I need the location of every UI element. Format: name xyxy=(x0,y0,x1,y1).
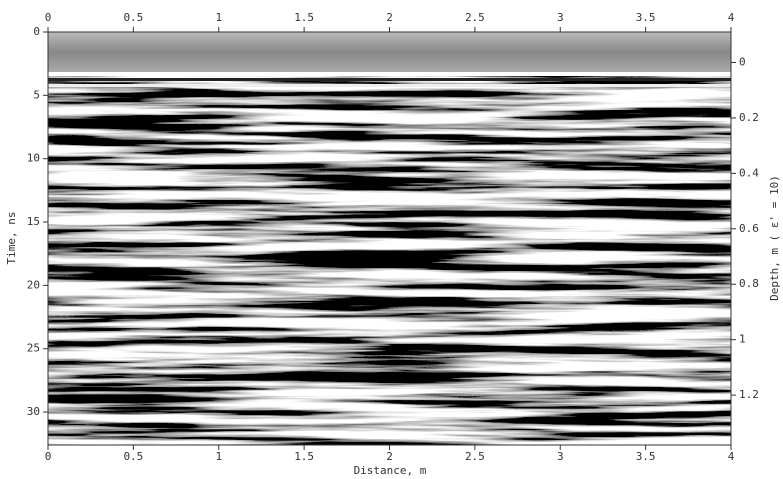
y-tick-label: 20 xyxy=(27,278,40,291)
x-tick-label: 0.5 xyxy=(123,450,143,463)
y2-tick-label: 0 xyxy=(739,55,746,68)
x-tick-label-top: 3 xyxy=(557,11,564,24)
x-tick-label: 1 xyxy=(215,450,222,463)
y2-tick-label: 0.4 xyxy=(739,166,759,179)
y-tick-label: 30 xyxy=(27,405,40,418)
x-tick-label-top: 2 xyxy=(386,11,393,24)
y-tick-label: 15 xyxy=(27,215,40,228)
y2-axis-label: Depth, m ( ε' = 10) xyxy=(768,175,781,301)
x-tick-label-top: 3.5 xyxy=(636,11,656,24)
x-tick-label: 0 xyxy=(45,450,52,463)
x-tick-label: 2 xyxy=(386,450,393,463)
y2-tick-label: 1 xyxy=(739,333,746,346)
y-tick-label: 0 xyxy=(33,25,40,38)
x-tick-label-top: 0.5 xyxy=(123,11,143,24)
y2-tick-label: 0.2 xyxy=(739,111,759,124)
x-tick-label: 2.5 xyxy=(465,450,485,463)
y-axis-label: Time, ns xyxy=(5,212,18,265)
x-tick-label: 1.5 xyxy=(294,450,314,463)
y2-tick-label: 0.8 xyxy=(739,277,759,290)
y2-tick-label: 1.2 xyxy=(739,388,759,401)
x-tick-label-top: 1 xyxy=(215,11,222,24)
y-tick-label: 25 xyxy=(27,342,40,355)
x-tick-label-top: 0 xyxy=(45,11,52,24)
x-tick-label-top: 4 xyxy=(728,11,735,24)
y2-tick-label: 0.6 xyxy=(739,222,759,235)
x-tick-label: 3.5 xyxy=(636,450,656,463)
y-tick-label: 10 xyxy=(27,152,40,165)
y-tick-label: 5 xyxy=(33,88,40,101)
x-tick-label: 4 xyxy=(728,450,735,463)
x-tick-label-top: 2.5 xyxy=(465,11,485,24)
radargram-image xyxy=(48,32,731,445)
x-axis-label: Distance, m xyxy=(354,464,427,477)
x-tick-label: 3 xyxy=(557,450,564,463)
x-tick-label-top: 1.5 xyxy=(294,11,314,24)
